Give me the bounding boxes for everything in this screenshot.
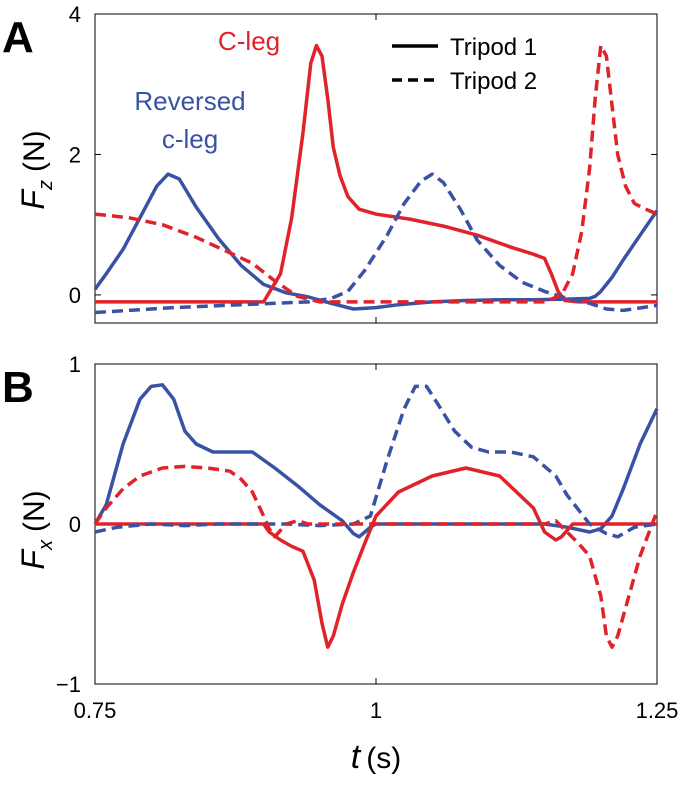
x-axis-label-var: t	[351, 738, 362, 776]
panel-a-ylabel-sub: z	[35, 180, 57, 191]
legend: Tripod 1 Tripod 2	[392, 34, 537, 95]
panel-a-axes-box	[94, 13, 658, 324]
panel-b-ytick-label: 0	[69, 512, 81, 537]
panel-b-xtick-label: 0.75	[74, 698, 117, 723]
annotation-reversed: Reversed	[134, 86, 245, 116]
panel-a-ytick-label: 0	[69, 283, 81, 308]
panel-a-label: A	[2, 13, 34, 62]
x-axis-label: t (s)	[351, 738, 401, 776]
panel-a-series-solid-blue	[93, 172, 659, 311]
panel-b-label: B	[2, 363, 34, 412]
x-axis-label-unit: (s)	[366, 742, 401, 775]
panel-b-ytick-label: 1	[69, 352, 81, 377]
panel-b-xtick-label: 1	[370, 698, 382, 723]
panel-b: B −1 0 1 0.75 1 1.25 Fx (N) t (s)	[2, 352, 678, 776]
legend-solid-label: Tripod 1	[450, 34, 537, 61]
panel-a-ytick-label: 4	[69, 2, 81, 27]
annotation-c-leg: C-leg	[218, 26, 280, 56]
panel-b-ylabel-sub: x	[35, 539, 57, 551]
panel-a: A 0 2 4 Fz (N) C-leg Reversed c-leg Tripod …	[2, 2, 659, 324]
panel-a-ticks: 0 2 4	[69, 2, 658, 323]
panel-b-series-dashed-red	[93, 464, 659, 649]
panel-b-xtick-label: 1.25	[636, 698, 679, 723]
panel-b-ytick-label: −1	[56, 672, 81, 697]
annotation-c-leg-lower: c-leg	[162, 124, 218, 154]
panel-b-ticks: −1 0 1 0.75 1 1.25	[56, 352, 679, 723]
panel-b-ylabel: Fx (N)	[15, 490, 57, 569]
panel-a-ylabel: Fz (N)	[15, 130, 57, 209]
panel-a-series-solid-red	[95, 43, 657, 304]
panel-b-series	[93, 383, 659, 649]
panel-a-ytick-label: 2	[69, 142, 81, 167]
panel-b-ylabel-var: F	[15, 548, 51, 570]
panel-b-series-dashed-blue	[94, 384, 658, 539]
panel-a-ylabel-unit: (N)	[18, 130, 51, 172]
panel-a-series	[93, 43, 659, 315]
panel-b-series-solid-blue	[93, 383, 659, 539]
panel-a-series-dashed-red	[94, 43, 658, 304]
panel-a-ylabel-var: F	[15, 188, 51, 210]
panel-b-series-solid-red	[95, 466, 657, 649]
panel-b-ylabel-unit: (N)	[18, 490, 51, 532]
panel-a-series-dashed-blue	[94, 172, 658, 315]
legend-dashed-label: Tripod 2	[450, 68, 537, 95]
